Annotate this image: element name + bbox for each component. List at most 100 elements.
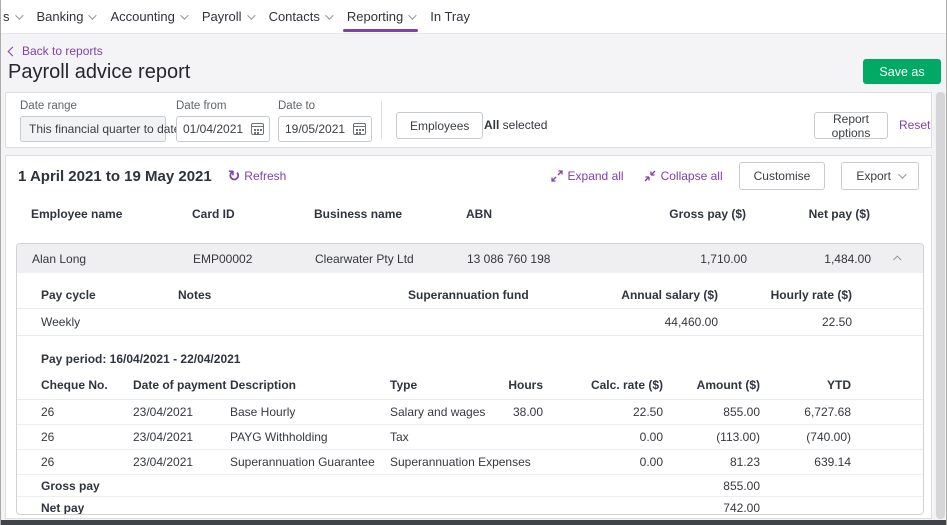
expand-all-label: Expand all — [567, 169, 624, 183]
employee-gross-pay: 1,710.00 — [700, 251, 747, 266]
refresh-icon: ↻ — [227, 167, 241, 185]
column-header: Card ID — [192, 206, 235, 221]
date-to-input[interactable] — [285, 122, 349, 136]
nav-item-contacts[interactable]: Contacts — [261, 0, 339, 33]
back-link-label: Back to reports — [22, 44, 103, 58]
filter-divider — [381, 101, 382, 139]
report-card: 1 April 2021 to 19 May 2021 ↻ Refresh Ex… — [5, 155, 932, 519]
net-pay-row: Net pay 742.00 — [17, 497, 923, 515]
column-header: Gross pay ($) — [669, 206, 746, 221]
calendar-icon[interactable] — [251, 123, 264, 135]
type: Salary and wages — [390, 405, 486, 419]
selected-count: All — [484, 118, 500, 132]
nav-item-label: Banking — [36, 9, 84, 24]
nav-item-banking[interactable]: Banking — [29, 0, 103, 33]
nav-item-partial[interactable]: s — [3, 0, 29, 33]
column-header: Hourly rate ($) — [770, 287, 852, 302]
date-range-label: Date range — [20, 100, 77, 112]
date-range-value: This financial quarter to date — [29, 122, 181, 136]
ytd: 639.14 — [814, 455, 851, 469]
date-to-label: Date to — [278, 100, 316, 112]
customise-button[interactable]: Customise — [738, 162, 826, 190]
chevron-down-icon — [246, 10, 256, 20]
table-row: 26 23/04/2021 Superannuation Guarantee S… — [17, 450, 923, 475]
report-table-header: Employee name Card ID Business name ABN … — [6, 196, 931, 231]
report-period-title: 1 April 2021 to 19 May 2021 — [18, 167, 212, 185]
date-from-input[interactable] — [183, 122, 247, 136]
amount: 855.00 — [723, 405, 760, 419]
amount: (113.00) — [716, 430, 760, 444]
filter-bar: Date range This financial quarter to dat… — [5, 92, 932, 148]
net-pay-label: Net pay — [41, 501, 85, 515]
summary-table-header: Pay cycle Notes Superannuation fund Annu… — [17, 273, 923, 309]
nav-item-label: Payroll — [201, 9, 242, 24]
employees-button[interactable]: Employees — [396, 112, 484, 139]
table-row: 26 23/04/2021 PAYG Withholding Tax 0.00 … — [17, 425, 923, 450]
ytd: 6,727.68 — [804, 405, 851, 419]
column-header: Superannuation fund — [408, 287, 529, 302]
collapse-icon — [644, 170, 656, 182]
nav-item-label: Accounting — [110, 9, 175, 24]
column-header: Notes — [178, 287, 212, 302]
gross-pay-row: Gross pay 855.00 — [17, 475, 923, 497]
collapse-all-button[interactable]: Collapse all — [644, 169, 723, 183]
employee-card-id: EMP00002 — [193, 251, 253, 266]
report-options-button[interactable]: Report options — [814, 112, 888, 140]
refresh-button[interactable]: ↻ Refresh — [228, 169, 287, 184]
cheque-no: 26 — [41, 430, 55, 444]
expand-all-button[interactable]: Expand all — [550, 169, 624, 183]
report-toolbar: 1 April 2021 to 19 May 2021 ↻ Refresh Ex… — [6, 156, 931, 196]
nav-item-label: Reporting — [346, 9, 404, 24]
calendar-icon[interactable] — [353, 123, 366, 135]
column-header: Amount ($) — [696, 377, 760, 392]
chevron-left-icon — [7, 46, 18, 56]
expand-icon — [550, 170, 563, 182]
chevron-up-icon[interactable] — [893, 254, 902, 264]
table-row: 26 23/04/2021 Base Hourly Salary and wag… — [17, 400, 923, 425]
column-header: ABN — [466, 206, 492, 221]
description: Superannuation Guarantee — [230, 455, 375, 469]
hours: 38.00 — [512, 405, 543, 419]
column-header: Date of payment — [133, 377, 227, 392]
ytd: (740.00) — [806, 430, 851, 444]
nav-item-reporting[interactable]: Reporting — [339, 0, 422, 33]
column-header: Pay cycle — [41, 287, 96, 302]
scrollbar-thumb[interactable] — [936, 92, 945, 519]
calc-rate: 22.50 — [632, 405, 663, 419]
cheque-no: 26 — [41, 455, 55, 469]
gross-pay-label: Gross pay — [41, 478, 100, 493]
gross-pay-amount: 855.00 — [723, 478, 760, 493]
column-header: Calc. rate ($) — [590, 377, 663, 392]
calc-rate: 0.00 — [639, 455, 663, 469]
description: PAYG Withholding — [230, 430, 328, 444]
detail-table-header: Cheque No. Date of payment Description T… — [17, 370, 923, 400]
employee-name: Alan Long — [32, 251, 87, 266]
chevron-down-icon — [408, 10, 417, 20]
nav-item-accounting[interactable]: Accounting — [102, 0, 193, 33]
column-header: Hours — [508, 377, 543, 392]
nav-item-in-tray[interactable]: In Tray — [422, 0, 478, 33]
employee-row[interactable]: Alan Long EMP00002 Clearwater Pty Ltd 13… — [17, 244, 923, 273]
date-of-payment: 23/04/2021 — [133, 430, 194, 444]
top-nav: s Banking Accounting Payroll Contacts Re… — [1, 0, 946, 34]
type: Tax — [390, 430, 409, 444]
calc-rate: 0.00 — [639, 430, 663, 444]
date-range-select[interactable]: This financial quarter to date — [20, 116, 185, 142]
net-pay-amount: 742.00 — [723, 501, 760, 515]
nav-item-payroll[interactable]: Payroll — [194, 0, 261, 33]
chevron-down-icon — [14, 10, 24, 20]
export-label: Export — [856, 169, 891, 183]
description: Base Hourly — [230, 405, 296, 419]
hourly-rate: 22.50 — [821, 315, 852, 329]
pay-cycle: Weekly — [41, 315, 81, 329]
column-header: Type — [390, 377, 418, 392]
save-as-button[interactable]: Save as — [863, 59, 941, 84]
page-title: Payroll advice report — [8, 61, 191, 83]
employee-abn: 13 086 760 198 — [467, 251, 551, 266]
vertical-scrollbar[interactable] — [935, 92, 946, 519]
employee-card: Alan Long EMP00002 Clearwater Pty Ltd 13… — [16, 243, 924, 515]
back-to-reports-link[interactable]: Back to reports — [7, 44, 103, 58]
reset-link[interactable]: Reset — [899, 118, 931, 132]
export-button[interactable]: Export — [841, 162, 919, 190]
